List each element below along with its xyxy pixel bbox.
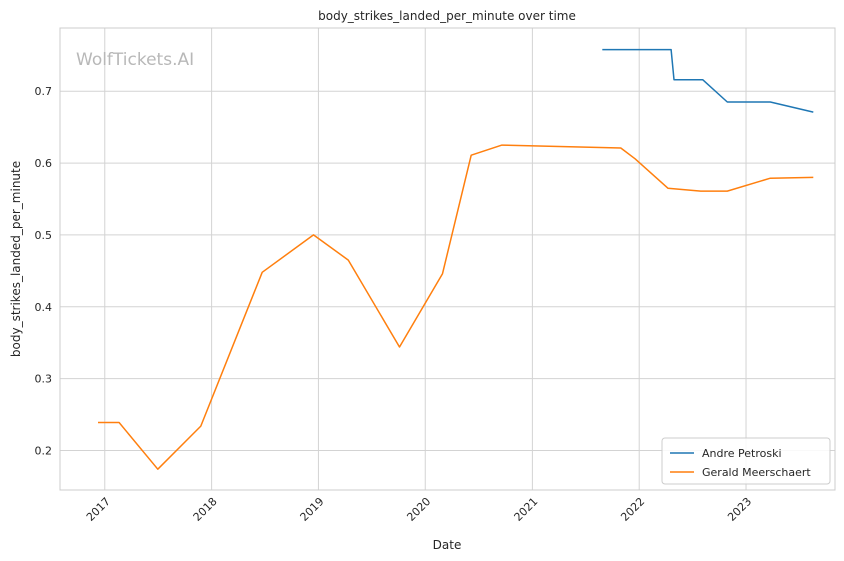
legend: Andre Petroski Gerald Meerschaert	[661, 437, 831, 485]
y-tick-label: 0.6	[35, 157, 53, 170]
y-tick-label: 0.5	[35, 229, 53, 242]
series-line-gerald-meerschaert	[98, 144, 814, 470]
legend-label-gerald-meerschaert: Gerald Meerschaert	[702, 466, 811, 479]
legend-box	[661, 437, 831, 485]
plot-frame	[59, 27, 836, 491]
y-axis-title: body_strikes_landed_per_minute	[9, 161, 23, 357]
series-line-andre-petroski	[602, 48, 814, 113]
chart-title: body_strikes_landed_per_minute over time	[318, 9, 576, 23]
y-tick-label: 0.4	[35, 301, 53, 314]
legend-label-andre-petroski: Andre Petroski	[702, 447, 782, 460]
series-layer	[98, 48, 814, 470]
y-tick-labels: 0.2 0.3 0.4 0.5 0.6 0.7	[35, 85, 53, 457]
y-tick-label: 0.3	[35, 373, 53, 386]
watermark-text: WolfTickets.AI	[76, 50, 194, 70]
y-tick-label: 0.7	[35, 85, 53, 98]
y-tick-label: 0.2	[35, 444, 53, 457]
grid-layer	[60, 28, 835, 490]
x-axis-title: Date	[433, 538, 462, 552]
